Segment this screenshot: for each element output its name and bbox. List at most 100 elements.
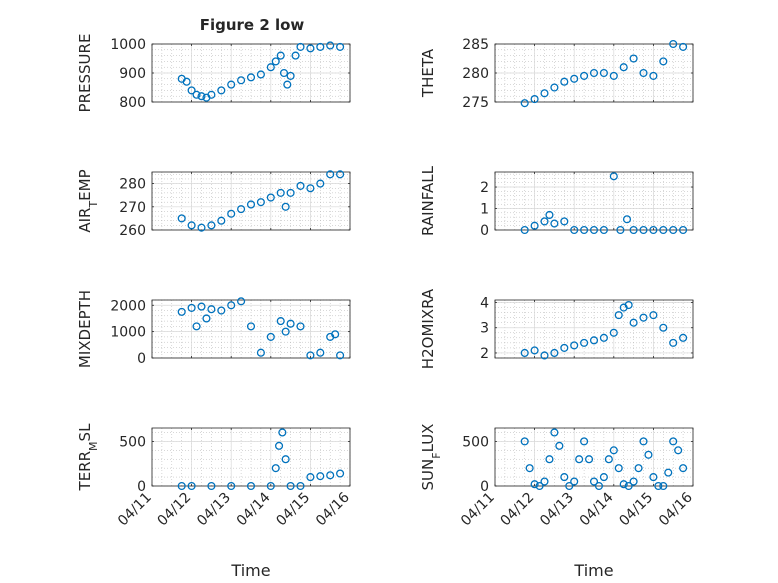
data-point [276, 51, 285, 60]
data-point [616, 225, 625, 235]
data-point [639, 68, 648, 78]
data-point [187, 86, 196, 95]
data-point [622, 215, 632, 224]
data-point [187, 303, 196, 312]
data-point [316, 42, 325, 51]
data-point [266, 481, 275, 491]
y-axis-label: RAINFALL [419, 165, 437, 236]
data-point [525, 464, 534, 473]
data-point [187, 221, 196, 230]
data-point [619, 480, 628, 489]
axes-box [151, 299, 351, 359]
y-tick-label: 2 [480, 346, 489, 362]
data-point [654, 481, 663, 491]
data-point [560, 217, 569, 226]
data-point [560, 343, 569, 352]
data-point [246, 322, 256, 331]
subplot-terr-msl: 0 500 TERRMSL 04/11 04/12 04/13 04/14 04/15 04/1… [76, 423, 353, 580]
data-point [246, 200, 256, 209]
data-point [589, 225, 599, 235]
data-point [649, 473, 658, 482]
data-point [609, 446, 618, 455]
data-point [291, 51, 300, 60]
y-axis-label: AIRTEMP [76, 169, 100, 232]
data-point [599, 225, 608, 235]
data-point [192, 90, 201, 99]
data-point [197, 302, 206, 311]
y-tick-label: 800 [119, 95, 146, 111]
data-point [540, 89, 549, 98]
data-point [207, 90, 216, 99]
data-point [266, 332, 275, 341]
axes-box [151, 427, 351, 487]
data-point [540, 217, 549, 226]
y-tick-label: 0 [480, 479, 489, 495]
data-point [535, 481, 544, 491]
data-point [316, 472, 325, 481]
data-point [599, 68, 608, 78]
data-point [520, 348, 529, 358]
data-point [629, 225, 638, 235]
data-point [555, 441, 564, 450]
subplot-theta: 275 280 285 THETA [419, 37, 694, 111]
data-point [609, 328, 618, 337]
data-point [580, 437, 589, 446]
data-point [609, 71, 618, 80]
data-point [306, 44, 315, 53]
data-point [237, 297, 246, 306]
data-point [580, 71, 589, 80]
x-tick-label: 04/11 [115, 490, 155, 530]
data-point [227, 80, 236, 89]
y-axis-label: PRESSURE [76, 34, 94, 113]
data-point [177, 214, 186, 223]
y-tick-label: 275 [462, 95, 489, 111]
x-tick-label: 04/12 [498, 490, 538, 530]
data-point [296, 42, 305, 51]
data-point [545, 455, 554, 464]
data-point [584, 455, 594, 464]
data-point [639, 313, 648, 322]
y-tick-label: 2 [480, 180, 489, 196]
data-point [281, 327, 290, 336]
subplot-rainfall: 0 1 2 RAINFALL [419, 165, 694, 239]
data-point [540, 351, 549, 360]
data-point [530, 221, 539, 230]
data-point [644, 450, 653, 459]
data-point [594, 481, 603, 491]
data-point [192, 322, 201, 331]
data-point [669, 338, 678, 347]
data-point [187, 481, 196, 491]
data-point [281, 202, 290, 211]
x-tick-label: 04/13 [194, 490, 234, 530]
data-point [609, 172, 618, 181]
data-point [545, 210, 554, 220]
data-point [570, 477, 579, 486]
data-point [570, 341, 579, 350]
data-point [326, 471, 335, 480]
data-point [271, 57, 280, 66]
data-point [336, 469, 345, 478]
data-point [197, 92, 206, 101]
data-point [674, 446, 683, 455]
data-point [565, 481, 574, 491]
data-point [669, 225, 678, 235]
y-axis-label: THETA [419, 48, 437, 98]
data-point [217, 86, 226, 95]
data-point [296, 322, 305, 331]
data-point [589, 336, 599, 345]
data-point [197, 223, 206, 232]
data-point [278, 428, 287, 437]
data-point [237, 205, 246, 214]
data-point [599, 473, 608, 482]
data-point [550, 428, 559, 437]
data-point [649, 71, 658, 80]
y-tick-label: 270 [119, 200, 146, 216]
y-tick-label: 500 [462, 434, 489, 450]
data-point [256, 198, 265, 207]
data-point [306, 184, 315, 193]
data-point [619, 63, 628, 72]
data-point [560, 473, 569, 482]
data-point [530, 480, 539, 489]
x-tick-label: 04/15 [273, 490, 313, 530]
